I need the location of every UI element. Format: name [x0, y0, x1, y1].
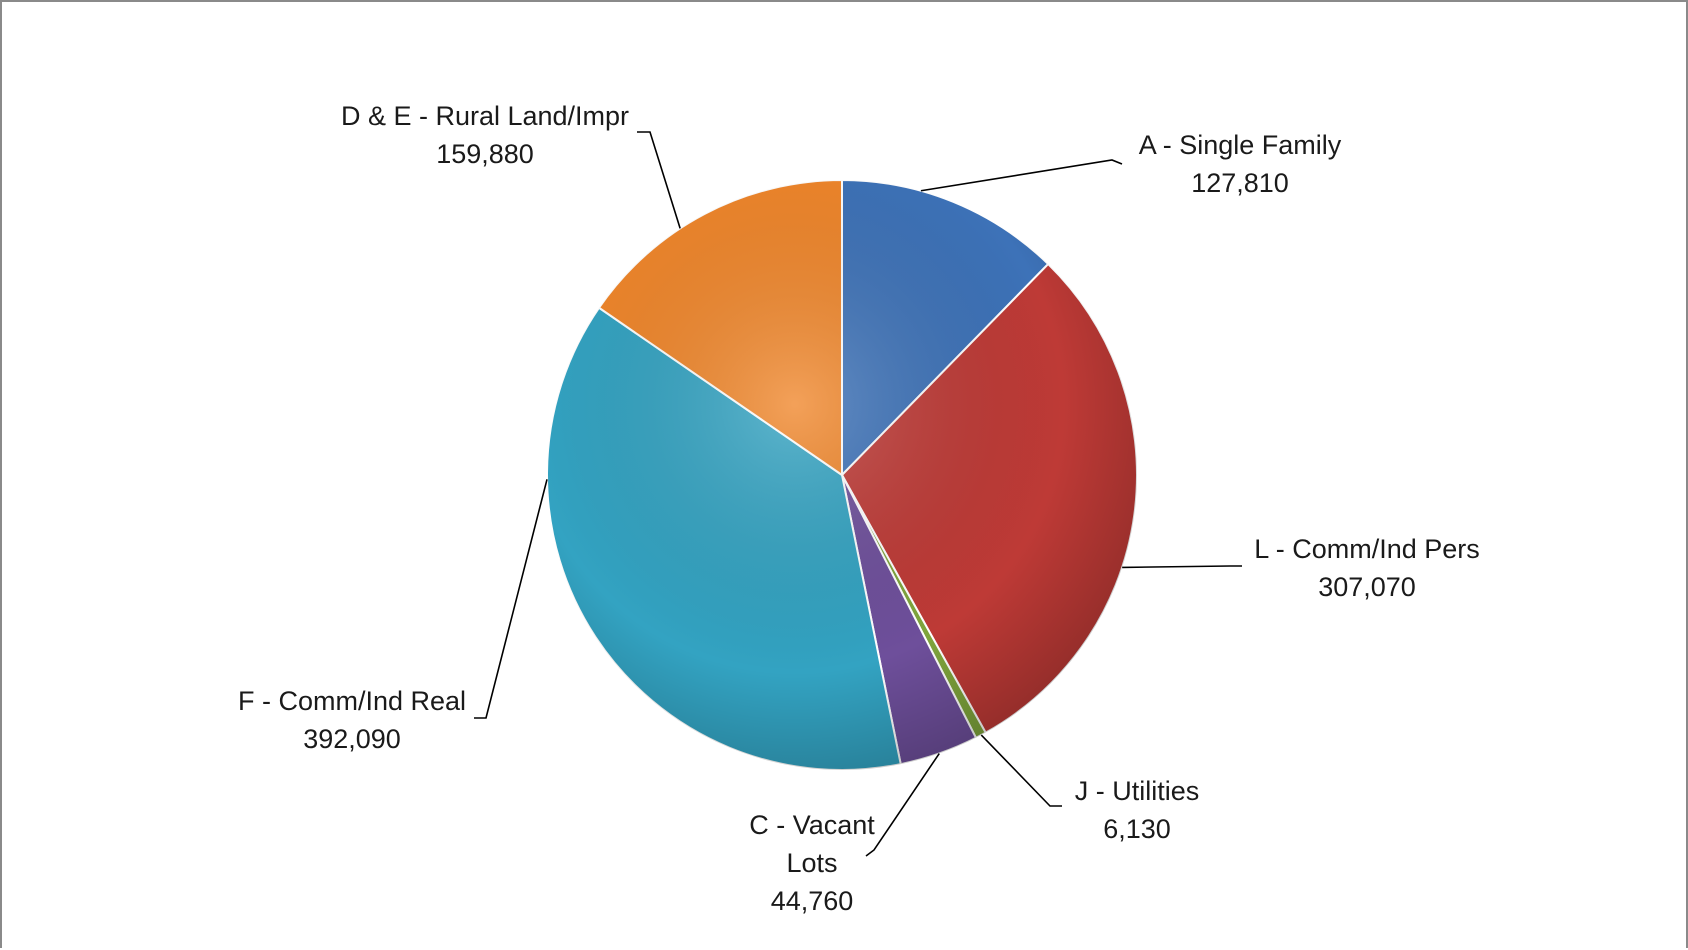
- data-label: F - Comm/Ind Real 392,090: [238, 686, 466, 754]
- data-label-name: F - Comm/Ind Real: [238, 686, 466, 716]
- data-label-name: C - Vacant: [749, 810, 875, 840]
- leader-line: [1122, 565, 1242, 569]
- data-label-name: J - Utilities: [1075, 776, 1200, 806]
- data-label-name: D & E - Rural Land/Impr: [341, 101, 629, 131]
- leader-line: [474, 479, 548, 719]
- data-label-value: 44,760: [771, 886, 854, 916]
- data-label: A - Single Family 127,810: [1139, 130, 1342, 198]
- data-label-value: 127,810: [1191, 168, 1289, 198]
- data-label: C - Vacant Lots 44,760: [749, 810, 875, 916]
- data-label-value: 392,090: [303, 724, 401, 754]
- data-label-name: L - Comm/Ind Pers: [1254, 534, 1480, 564]
- data-label: L - Comm/Ind Pers 307,070: [1254, 534, 1480, 602]
- data-label-name: Lots: [786, 848, 837, 878]
- leader-line: [637, 131, 681, 229]
- data-label-value: 307,070: [1318, 572, 1416, 602]
- data-label: J - Utilities 6,130: [1075, 776, 1200, 844]
- data-label-value: 6,130: [1103, 814, 1171, 844]
- leader-line: [920, 159, 1123, 192]
- data-label-name: A - Single Family: [1139, 130, 1342, 160]
- leader-line: [980, 734, 1062, 807]
- leader-line: [865, 753, 940, 857]
- data-label-value: 159,880: [436, 139, 534, 169]
- data-label: D & E - Rural Land/Impr 159,880: [341, 101, 629, 169]
